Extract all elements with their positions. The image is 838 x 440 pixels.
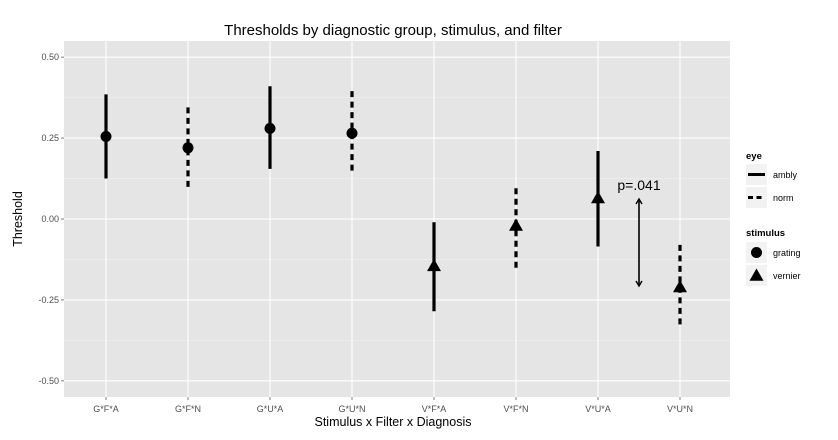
- data-point-grating: [100, 130, 112, 142]
- y-axis-title: Threshold: [11, 191, 25, 247]
- y-tick-label: 0.25: [41, 133, 59, 143]
- x-tick-label: G*F*N: [175, 404, 201, 414]
- x-tick-label: V*F*A: [422, 404, 447, 414]
- chart-title: Thresholds by diagnostic group, stimulus…: [224, 22, 562, 39]
- x-axis-title: Stimulus x Filter x Diagnosis: [315, 415, 472, 429]
- legend-label: norm: [773, 193, 794, 203]
- data-marks: [100, 86, 687, 328]
- y-tick-label: 0.00: [41, 214, 59, 224]
- legend-key-circle: [751, 247, 762, 258]
- data-point-vernier: [591, 190, 605, 204]
- y-axis-ticks: 0.50 0.25 0.00 -0.25 -0.50: [38, 52, 64, 386]
- legend-key-triangle: [749, 268, 764, 281]
- data-point-grating: [182, 142, 194, 154]
- annotation: p=.041: [617, 177, 661, 288]
- data-point-grating: [264, 122, 276, 134]
- legend: eye ambly norm stimulus grating vernier: [746, 151, 801, 286]
- arrowhead-up: [635, 197, 643, 205]
- x-tick-label: G*U*N: [338, 404, 365, 414]
- y-tick-label: -0.25: [38, 295, 59, 305]
- x-axis-ticks: G*F*A G*F*N G*U*A G*U*N V*F*A V*F*N V*U*A V*U*N: [93, 397, 693, 414]
- x-tick-label: V*F*N: [503, 404, 528, 414]
- legend-label: vernier: [773, 271, 801, 281]
- x-tick-label: G*F*A: [93, 404, 119, 414]
- legend-label: grating: [773, 248, 801, 258]
- data-point-vernier: [509, 218, 523, 231]
- data-point-vernier: [673, 279, 687, 293]
- x-tick-label: V*U*A: [585, 404, 611, 414]
- data-point-vernier: [427, 258, 441, 272]
- legend-title-stimulus: stimulus: [746, 228, 785, 239]
- arrowhead-down: [635, 280, 643, 288]
- y-tick-label: 0.50: [41, 52, 59, 62]
- legend-title-eye: eye: [746, 151, 762, 162]
- x-tick-label: V*U*N: [667, 404, 693, 414]
- annotation-text: p=.041: [617, 177, 660, 193]
- legend-label: ambly: [773, 170, 798, 180]
- y-tick-label: -0.50: [38, 376, 59, 386]
- x-tick-label: G*U*A: [257, 404, 284, 414]
- data-point-grating: [346, 127, 358, 139]
